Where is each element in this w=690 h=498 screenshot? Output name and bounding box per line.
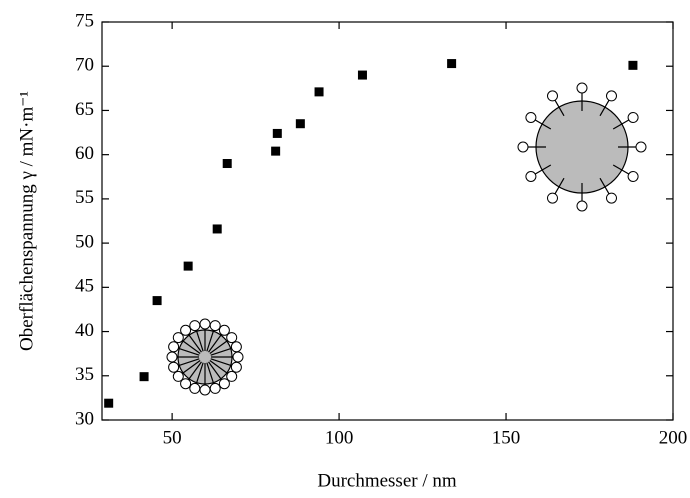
x-tick-label: 200 xyxy=(659,427,688,448)
y-tick-label: 40 xyxy=(75,320,94,341)
tail xyxy=(534,119,552,130)
head xyxy=(230,341,242,353)
head xyxy=(189,320,201,332)
tail xyxy=(534,164,552,175)
x-tick-label: 100 xyxy=(325,427,354,448)
head xyxy=(199,384,211,396)
tail xyxy=(210,347,232,356)
y-tick-label: 65 xyxy=(75,99,94,120)
tail xyxy=(195,330,204,352)
head xyxy=(209,382,221,394)
data-point xyxy=(183,261,193,271)
tail xyxy=(612,119,630,130)
head xyxy=(576,82,588,94)
data-point xyxy=(447,59,457,69)
y-tick-label: 70 xyxy=(75,55,94,76)
head xyxy=(525,112,537,123)
head xyxy=(525,171,537,182)
tail xyxy=(188,333,202,353)
data-point xyxy=(271,146,281,156)
tail xyxy=(554,99,565,117)
head xyxy=(547,192,558,204)
data-point xyxy=(212,224,222,234)
head xyxy=(635,141,647,153)
x-tick-label: 50 xyxy=(163,427,182,448)
head xyxy=(209,320,221,332)
tail xyxy=(599,177,610,195)
data-point xyxy=(152,296,162,306)
head xyxy=(517,141,529,153)
tail xyxy=(178,358,200,367)
tail xyxy=(206,362,215,384)
head xyxy=(172,332,184,344)
tail xyxy=(612,164,630,175)
head xyxy=(180,324,192,336)
head xyxy=(172,370,184,382)
head xyxy=(606,90,617,102)
tail xyxy=(208,333,222,353)
tail xyxy=(209,340,229,354)
head xyxy=(627,171,639,182)
data-point xyxy=(314,87,324,97)
y-tick-label: 45 xyxy=(75,276,94,297)
tail xyxy=(181,340,201,354)
head xyxy=(189,382,201,394)
head xyxy=(226,370,238,382)
y-tick-label: 50 xyxy=(75,231,94,252)
tail xyxy=(208,361,222,381)
data-point xyxy=(104,398,114,408)
head xyxy=(218,378,230,390)
head xyxy=(606,192,617,204)
data-point xyxy=(222,159,232,169)
tail xyxy=(599,99,610,117)
x-tick-label: 150 xyxy=(492,427,521,448)
data-point xyxy=(628,60,638,70)
y-tick-label: 35 xyxy=(75,364,94,385)
y-tick-label: 55 xyxy=(75,187,94,208)
micelle-icons xyxy=(166,82,647,396)
tail xyxy=(209,360,229,374)
y-tick-label: 30 xyxy=(75,408,94,429)
head xyxy=(166,351,178,363)
tail xyxy=(210,358,232,367)
tail xyxy=(178,347,200,356)
head xyxy=(199,318,211,330)
tail xyxy=(195,362,204,384)
y-tick-label: 75 xyxy=(75,10,94,31)
core xyxy=(535,100,629,194)
data-point xyxy=(139,372,149,382)
head xyxy=(576,200,588,212)
head xyxy=(168,361,180,373)
head xyxy=(168,341,180,353)
tail xyxy=(181,360,201,374)
head xyxy=(218,324,230,336)
tail xyxy=(206,330,215,352)
head xyxy=(627,112,639,123)
tail xyxy=(188,361,202,381)
data-point xyxy=(272,128,282,138)
head xyxy=(230,361,242,373)
plot-frame xyxy=(101,21,674,421)
head xyxy=(226,332,238,344)
x-axis-title: Durchmesser / nm xyxy=(317,470,457,491)
data-point xyxy=(295,119,305,129)
head xyxy=(547,90,558,102)
y-tick-label: 60 xyxy=(75,143,94,164)
y-axis-title: Oberflächenspannung γ / mN·m⁻¹ xyxy=(16,91,37,351)
tail xyxy=(554,177,565,195)
data-point xyxy=(357,70,367,80)
head xyxy=(180,378,192,390)
head xyxy=(232,351,244,363)
